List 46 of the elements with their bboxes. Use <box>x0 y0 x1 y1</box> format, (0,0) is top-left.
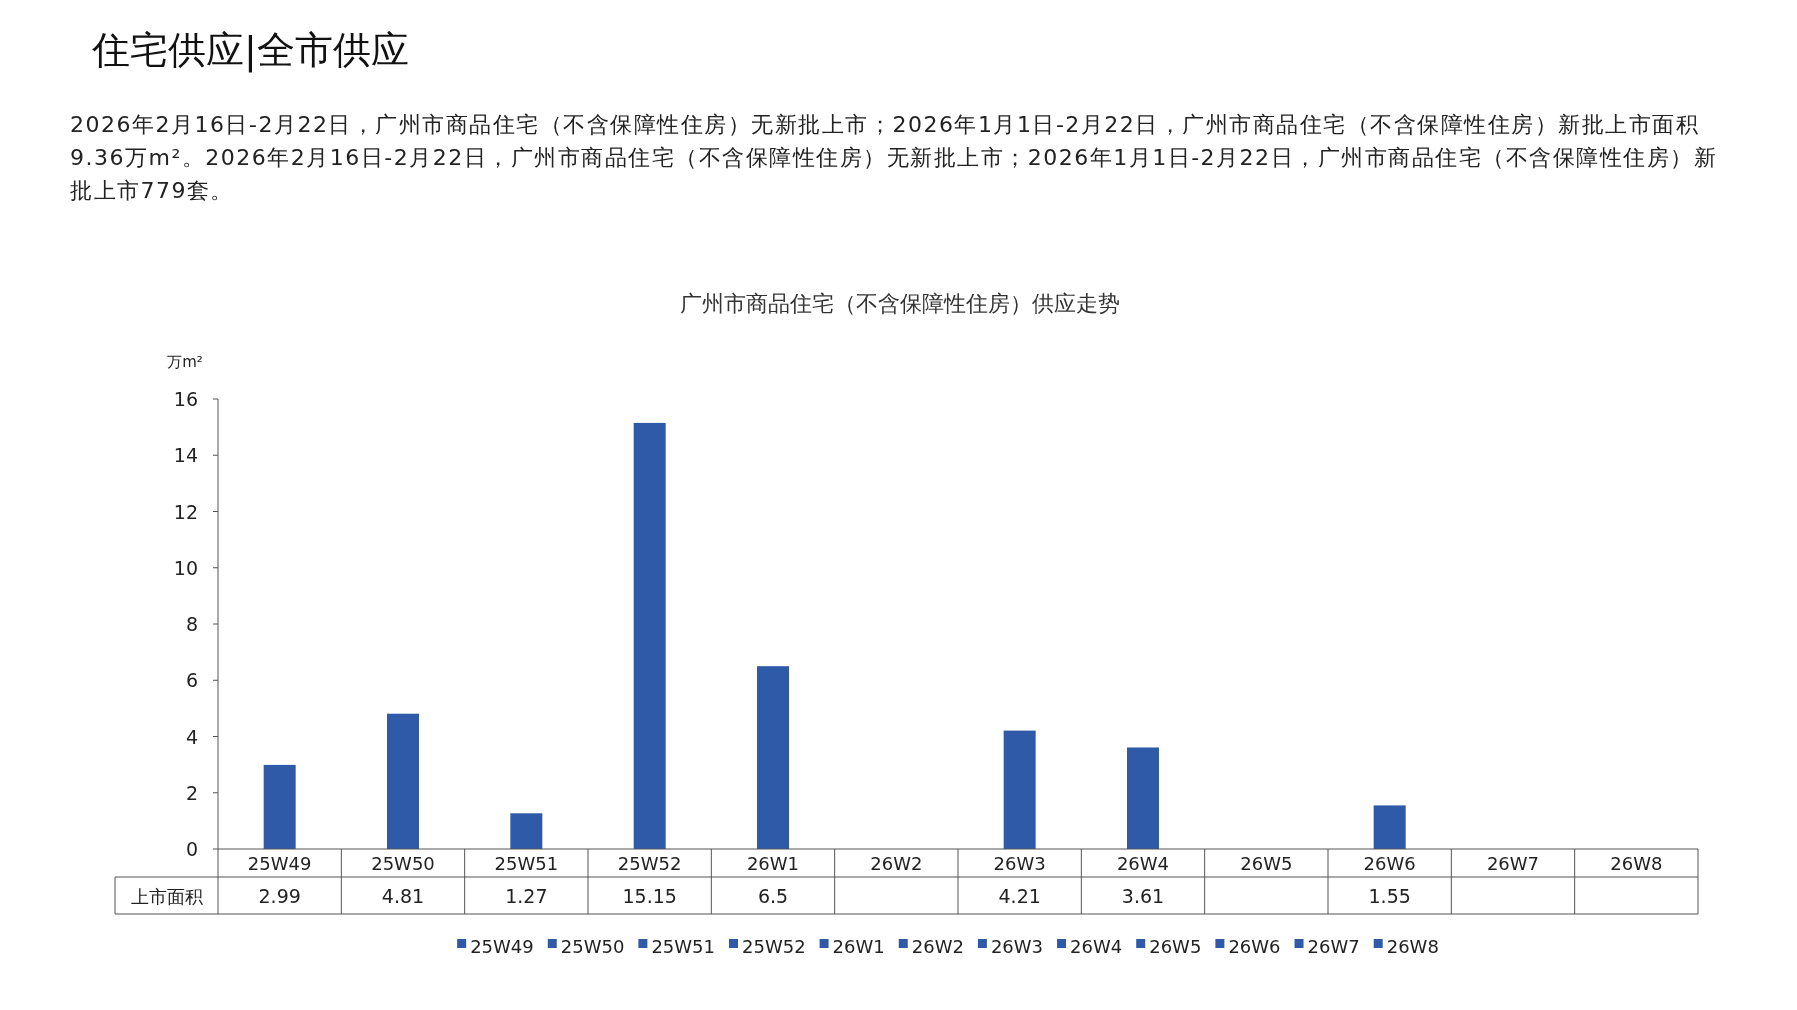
category-label: 26W7 <box>1307 936 1360 957</box>
data-label: 1.27 <box>505 885 548 907</box>
category-label: 26W6 <box>1228 936 1281 957</box>
text: 2026年2月16日-2月22日，广州市商品住宅（不含保障性住房）无新批上市；2026年1月1日-2月22日，广州市商品住宅（不含保障性住房）新批上市面积9.36万m²。2026年2月16日-2月22日，广州市商品住宅（不含保障性住房）无新批上市；2026年1月1日-2月22日，广州市商品住宅（不含保障性住房）新批上市779套。 <box>70 111 1719 205</box>
x-tick-label: 25W49 <box>247 853 312 874</box>
text: 上市面积 <box>130 886 203 907</box>
category-label: 26W1 <box>832 936 885 957</box>
y-tick-label: 10 <box>173 556 198 579</box>
y-tick-label: 14 <box>173 444 198 467</box>
data-label: 4.21 <box>998 885 1041 907</box>
data-label: 1.55 <box>1368 885 1411 907</box>
x-tick-label: 26W2 <box>870 853 923 874</box>
category-label: 26W4 <box>1070 936 1123 957</box>
x-tick-label: 26W8 <box>1610 853 1663 874</box>
y-tick-label: 8 <box>185 613 198 635</box>
data-label: 3.61 <box>1121 885 1165 907</box>
category-label: 26W8 <box>1386 936 1439 957</box>
x-tick-label: 26W1 <box>746 853 800 874</box>
y-axis-title: 万m² <box>167 353 203 371</box>
text: 住宅供应|全市供应 <box>91 28 409 73</box>
y-tick-label: 16 <box>173 388 198 410</box>
x-tick-label: 26W4 <box>1116 853 1170 874</box>
y-tick-label: 4 <box>185 725 198 748</box>
y-tick-label: 6 <box>185 669 198 692</box>
x-tick-label: 26W7 <box>1486 853 1540 874</box>
data-label: 15.15 <box>622 885 677 907</box>
y-tick-label: 0 <box>185 838 198 860</box>
category-label: 26W2 <box>911 936 964 957</box>
x-tick-label: 26W6 <box>1363 853 1416 874</box>
data-label: 6.5 <box>757 885 789 907</box>
x-tick-label: 25W51 <box>494 853 559 874</box>
x-tick-label: 26W3 <box>993 853 1046 874</box>
category-label: 25W51 <box>651 936 715 957</box>
data-label: 2.99 <box>258 885 301 907</box>
x-tick-label: 25W52 <box>617 853 682 874</box>
category-label: 25W49 <box>470 936 534 957</box>
y-tick-label: 2 <box>185 781 198 804</box>
category-label: 26W3 <box>990 936 1044 957</box>
x-tick-label: 25W50 <box>371 853 435 874</box>
category-label: 25W50 <box>560 936 625 957</box>
y-tick-label: 12 <box>173 500 198 523</box>
category-label: 26W5 <box>1149 936 1202 957</box>
data-label: 4.81 <box>381 885 425 907</box>
x-tick-label: 26W5 <box>1240 853 1293 874</box>
chart-title: 广州市商品住宅（不含保障性住房）供应走势 <box>680 291 1120 316</box>
category-label: 25W52 <box>741 936 806 957</box>
